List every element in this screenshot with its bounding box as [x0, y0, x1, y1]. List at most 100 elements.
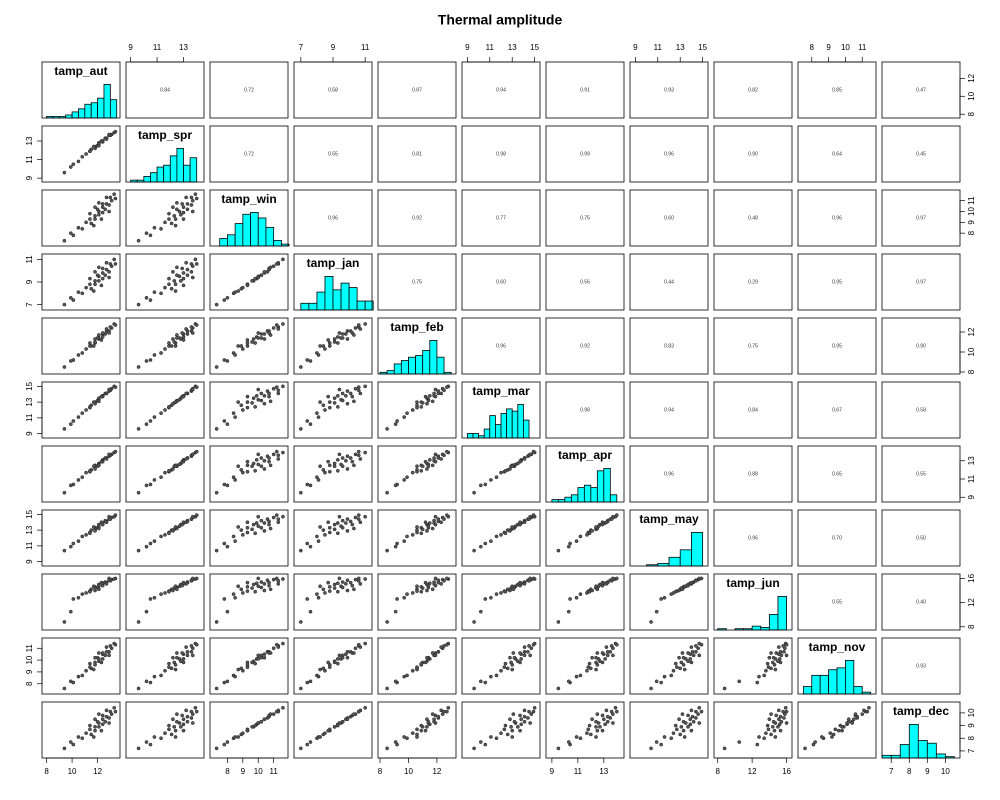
scatter-point — [231, 592, 236, 596]
panel-frame — [629, 637, 709, 695]
scatter-point — [677, 717, 681, 722]
scatter-point — [344, 393, 348, 398]
scatter-point — [256, 514, 261, 519]
scatter-point — [267, 583, 271, 588]
scatter-point — [245, 283, 250, 288]
scatter-point — [430, 463, 435, 468]
x-tick-label: 16 — [782, 767, 791, 776]
scatter-point — [267, 459, 271, 464]
scatter-point — [88, 723, 92, 728]
scatter-point — [236, 584, 241, 589]
scatter-point — [522, 719, 527, 724]
scatter-point — [189, 262, 194, 266]
scatter-point — [256, 331, 261, 335]
scatter-point — [231, 411, 236, 416]
scatter-point — [767, 717, 772, 722]
scatter-point — [472, 490, 476, 495]
scatter-point — [84, 408, 88, 412]
scatter-point — [340, 391, 345, 396]
scatter-point — [358, 582, 363, 586]
scatter-point — [194, 323, 199, 327]
scatter-point — [433, 514, 438, 519]
scatter-point — [356, 576, 361, 581]
histogram-bar — [422, 350, 431, 375]
scatter-point — [80, 351, 85, 355]
panel-frame — [377, 189, 457, 247]
scatter-point — [100, 205, 105, 210]
scatter-point — [97, 712, 101, 716]
scatter-point — [100, 202, 105, 206]
y-tick-label: 11 — [25, 644, 34, 653]
scatter-point — [91, 144, 96, 149]
scatter-point — [345, 649, 350, 654]
scatter-point — [332, 401, 337, 405]
scatter-point — [97, 526, 101, 531]
scatter-point — [594, 525, 598, 529]
scatter-point — [681, 719, 686, 724]
variable-label: tamp_spr — [138, 128, 192, 142]
scatter-point — [680, 587, 685, 592]
scatter-point — [405, 411, 409, 416]
scatter-point — [88, 149, 92, 154]
x-tick-label: 10 — [404, 767, 413, 776]
y-tick-label: 9 — [25, 431, 34, 436]
scatter-point — [531, 576, 536, 581]
scatter-point — [136, 302, 141, 307]
scatter-point — [76, 595, 81, 600]
scatter-point — [603, 657, 607, 661]
scatter-point — [180, 202, 185, 206]
correlation-label: 0.75 — [748, 343, 758, 349]
scatter-point — [245, 338, 250, 342]
scatter-point — [245, 400, 250, 404]
scatter-point — [522, 653, 527, 658]
correlation-label: 0.90 — [916, 343, 926, 349]
scatter-point — [699, 709, 704, 714]
scatter-point — [689, 660, 694, 665]
scatter-point — [236, 344, 241, 348]
y-tick-label: 12 — [967, 73, 976, 82]
scatter-point — [171, 205, 175, 210]
x-tick-label: 11 — [654, 43, 663, 52]
scatter-point — [240, 347, 245, 351]
scatter-point — [190, 198, 195, 203]
scatter-point — [113, 576, 118, 581]
scatter-point — [262, 655, 267, 660]
scatter-point — [321, 403, 326, 408]
scatter-point — [107, 576, 111, 581]
scatter-point — [503, 468, 508, 473]
scatter-point — [250, 279, 254, 283]
histogram-bar — [65, 114, 73, 119]
scatter-point — [393, 609, 398, 614]
scatter-point — [222, 680, 227, 685]
correlation-label: 0.92 — [580, 343, 590, 349]
scatter-point — [305, 358, 310, 362]
scatter-point — [76, 159, 81, 164]
scatter-point — [439, 520, 444, 525]
scatter-point — [518, 660, 522, 665]
scatter-point — [337, 452, 342, 457]
histogram-bar — [679, 549, 692, 567]
scatter-point — [71, 597, 76, 601]
scatter-point — [144, 295, 149, 300]
scatter-point — [68, 422, 73, 427]
scatter-point — [62, 686, 67, 691]
scatter-point — [688, 717, 693, 722]
scatter-point — [305, 482, 310, 487]
scatter-point — [737, 679, 742, 684]
scatter-point — [574, 595, 579, 600]
scatter-point — [163, 470, 167, 475]
scatter-point — [99, 394, 104, 399]
scatter-point — [181, 210, 186, 215]
scatter-point — [515, 724, 520, 729]
scatter-point — [172, 213, 177, 218]
scatter-point — [419, 404, 424, 409]
scatter-point — [308, 483, 313, 488]
scatter-point — [256, 721, 261, 725]
scatter-point — [358, 327, 363, 331]
scatter-point — [345, 329, 350, 333]
scatter-point — [91, 464, 96, 469]
scatter-point — [268, 399, 273, 404]
scatter-point — [358, 457, 363, 461]
histogram-bar — [242, 213, 251, 247]
scatter-point — [318, 400, 322, 404]
